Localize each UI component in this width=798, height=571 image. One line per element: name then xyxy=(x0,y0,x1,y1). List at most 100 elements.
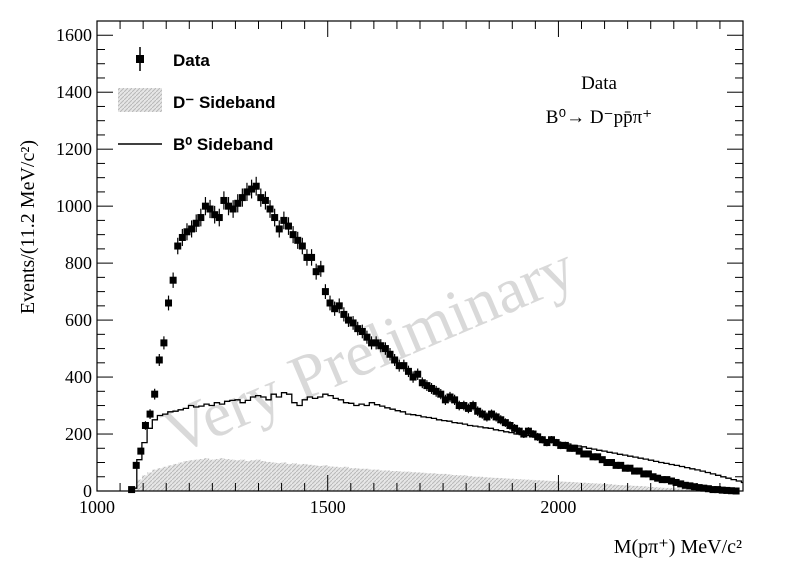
d-sideband-bin xyxy=(472,476,478,491)
data-point xyxy=(243,182,251,202)
data-point xyxy=(229,200,237,218)
data-point xyxy=(663,476,671,484)
data-point-marker xyxy=(455,402,463,410)
data-point-marker xyxy=(165,299,173,307)
data-point-marker xyxy=(428,384,436,392)
data-point xyxy=(548,436,556,444)
d-sideband-bin xyxy=(250,460,256,491)
data-point-marker xyxy=(146,410,154,418)
data-point xyxy=(714,486,722,494)
d-sideband-bin xyxy=(369,469,375,491)
d-sideband-bin xyxy=(302,463,308,491)
y-axis-title: Events/(11.2 MeV/c²) xyxy=(17,140,39,314)
d-sideband-bin xyxy=(488,477,494,491)
data-point xyxy=(672,478,680,486)
data-point-marker xyxy=(437,390,445,398)
data-point-marker xyxy=(460,402,468,410)
data-point xyxy=(478,409,486,419)
data-point xyxy=(644,470,652,478)
d-sideband-bin xyxy=(421,472,427,491)
data-point xyxy=(372,336,380,350)
data-point xyxy=(404,365,412,378)
d-sideband-bin xyxy=(395,471,401,491)
d-sideband-bin xyxy=(679,488,685,491)
data-point xyxy=(580,450,588,458)
data-point xyxy=(132,461,140,469)
data-point-marker xyxy=(335,302,343,310)
d-sideband-bin xyxy=(436,473,442,491)
y-tick-label: 1600 xyxy=(56,25,92,45)
data-point xyxy=(201,197,209,216)
d-sideband-bin xyxy=(674,488,680,491)
data-point xyxy=(409,371,417,383)
data-point-marker xyxy=(225,202,233,210)
data-point-marker xyxy=(677,480,685,488)
d-sideband-bin xyxy=(426,473,432,491)
d-sideband-bin xyxy=(317,465,323,491)
data-point xyxy=(455,400,463,411)
data-point xyxy=(515,427,523,436)
data-point xyxy=(446,391,454,403)
y-tick-label: 200 xyxy=(65,424,92,444)
x-tick-label: 2000 xyxy=(540,497,576,517)
data-point-marker xyxy=(275,225,283,233)
data-point xyxy=(511,424,519,433)
data-point-marker xyxy=(534,433,542,441)
data-point xyxy=(238,188,246,207)
data-point xyxy=(428,383,436,394)
d-sideband-bin xyxy=(519,479,525,491)
data-point xyxy=(344,313,352,327)
data-point xyxy=(146,409,154,419)
data-point xyxy=(294,231,302,249)
d-sideband-bin xyxy=(322,465,328,491)
data-point xyxy=(552,438,560,447)
data-point xyxy=(354,321,362,336)
data-point-marker xyxy=(284,222,292,230)
data-point xyxy=(266,200,274,218)
data-point xyxy=(423,380,431,392)
data-point-marker xyxy=(529,430,537,438)
data-point xyxy=(280,211,288,230)
data-point-marker xyxy=(137,447,145,455)
series-layer xyxy=(128,176,743,495)
d-sideband-bin xyxy=(493,477,499,491)
data-point xyxy=(700,484,708,492)
d-sideband-bin xyxy=(265,461,272,491)
data-point-marker xyxy=(649,473,657,481)
data-point-marker xyxy=(317,265,325,273)
d-sideband-bin xyxy=(669,488,675,491)
d-sideband-bin xyxy=(286,463,292,491)
data-point xyxy=(635,467,643,475)
d-sideband-bin xyxy=(296,464,303,491)
data-point xyxy=(631,467,639,475)
d-sideband-bin xyxy=(446,474,453,491)
y-tick-label: 600 xyxy=(65,310,92,330)
data-point xyxy=(575,447,583,455)
annotation-line1: Data xyxy=(581,73,617,94)
data-point-marker xyxy=(409,373,417,381)
data-point xyxy=(529,430,537,439)
data-point xyxy=(460,400,468,411)
data-point-marker xyxy=(700,484,708,492)
d-sideband-bin xyxy=(508,478,515,491)
data-point-marker xyxy=(248,185,256,193)
d-sideband-bin xyxy=(348,468,354,491)
d-sideband-bin xyxy=(607,484,613,491)
data-point xyxy=(557,441,565,450)
data-point xyxy=(607,459,615,467)
data-point-marker xyxy=(381,345,389,353)
data-point-marker xyxy=(368,339,376,347)
data-point-marker xyxy=(515,427,523,435)
data-point-marker xyxy=(580,450,588,458)
data-point xyxy=(464,403,472,414)
y-tick-label: 1400 xyxy=(56,82,92,102)
d-sideband-bin xyxy=(534,480,540,491)
data-point xyxy=(603,459,611,467)
data-point xyxy=(141,421,149,430)
d-sideband-bin xyxy=(524,479,530,491)
data-point-marker xyxy=(538,436,546,444)
data-point xyxy=(538,436,546,444)
d-sideband-bin xyxy=(452,475,458,491)
data-point-marker xyxy=(155,356,163,364)
data-point xyxy=(492,412,500,422)
